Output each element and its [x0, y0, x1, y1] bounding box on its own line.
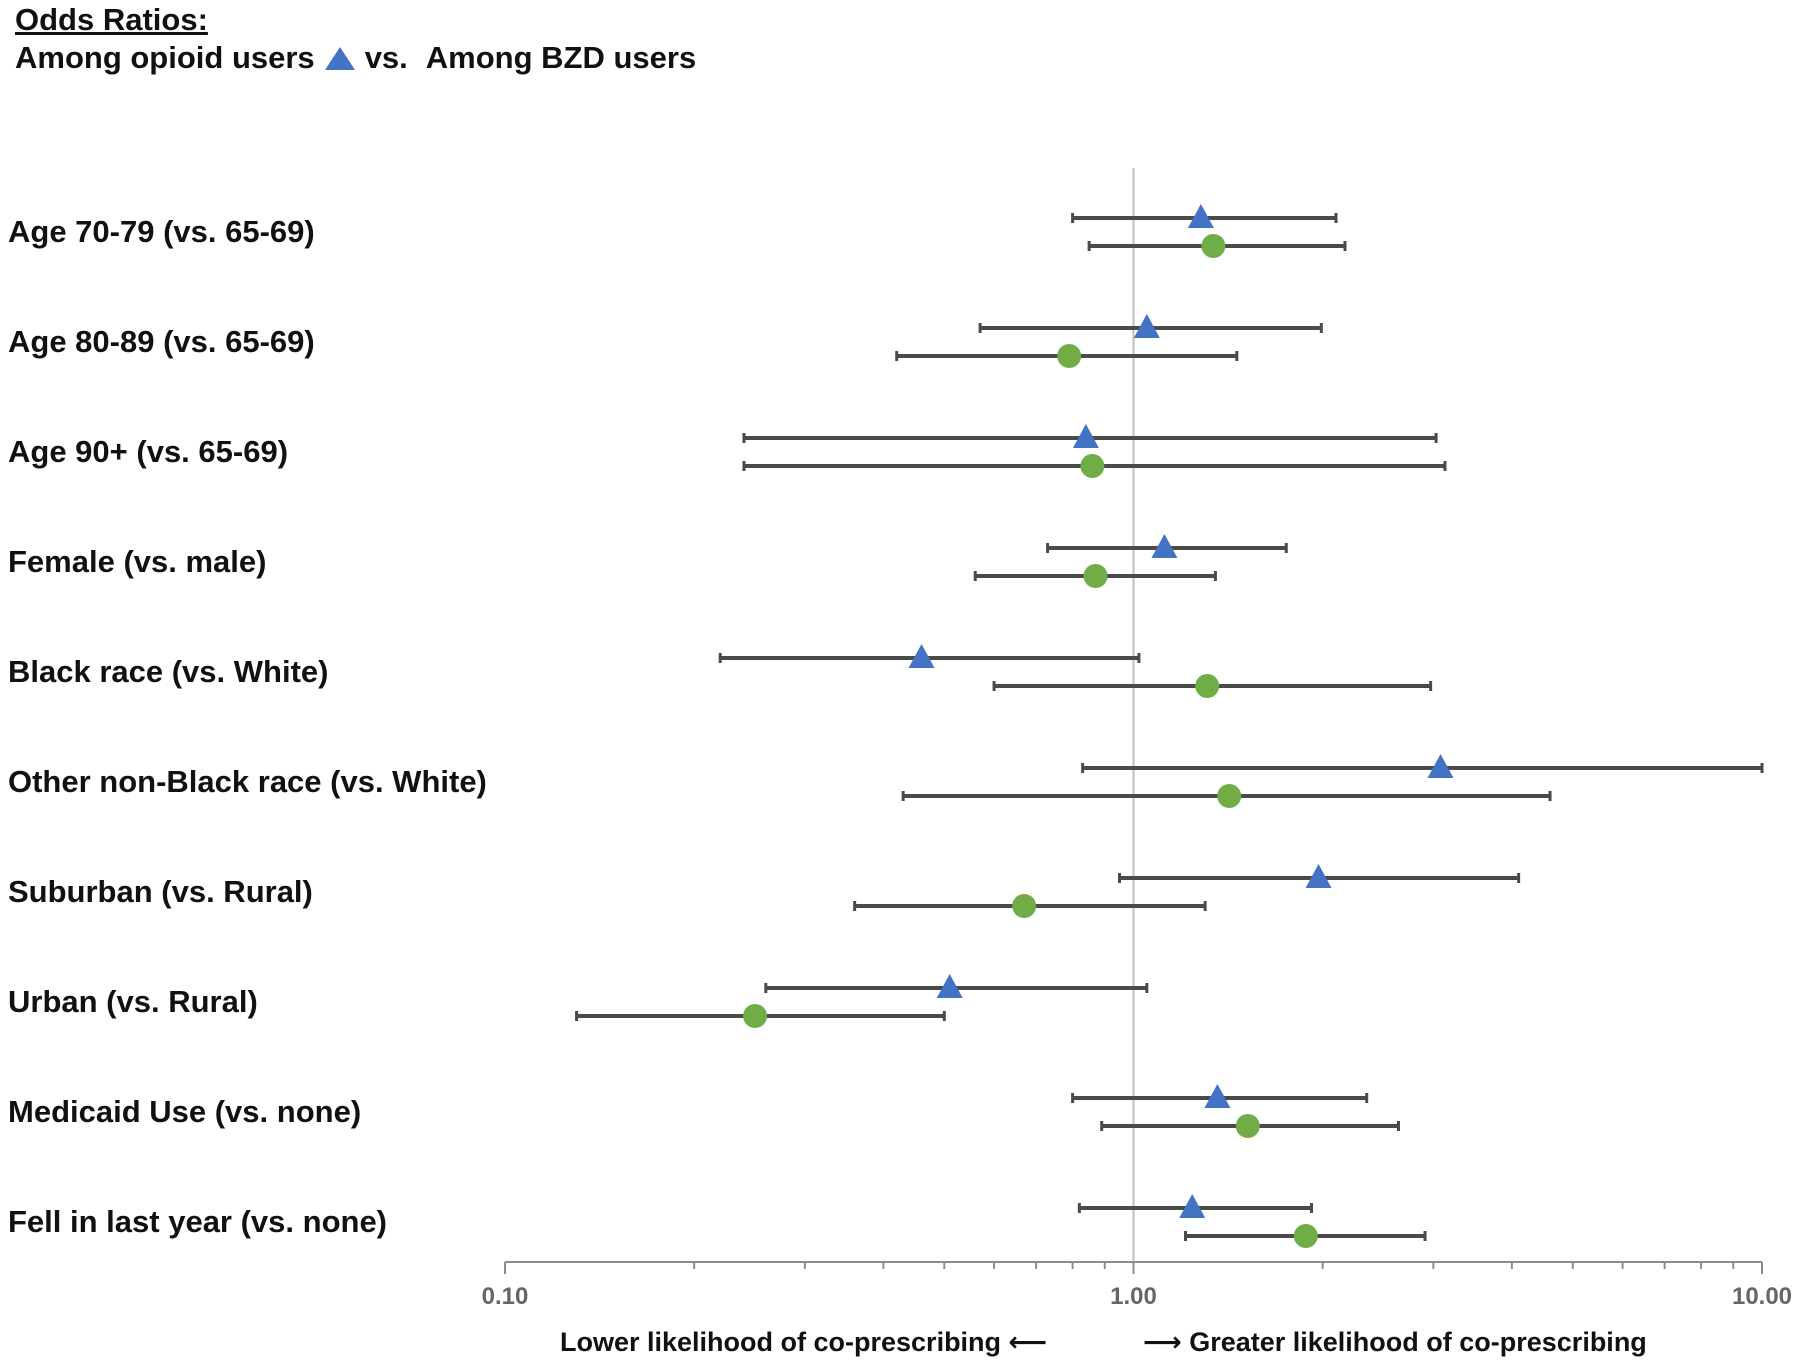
- opioid-triangle-point: [1204, 1084, 1231, 1108]
- row-label: Suburban (vs. Rural): [8, 874, 313, 909]
- legend-title: Odds Ratios:: [15, 2, 208, 37]
- row-label: Black race (vs. White): [8, 654, 329, 689]
- x-caption-lower: Lower likelihood of co-prescribing ⟵: [560, 1327, 1048, 1357]
- opioid-triangle-point: [1187, 204, 1214, 228]
- bzd-circle-point: [1293, 1224, 1318, 1248]
- bzd-circle-point: [1057, 344, 1082, 368]
- row-label: Age 70-79 (vs. 65-69): [8, 214, 315, 249]
- opioid-triangle-point: [1151, 534, 1178, 558]
- bzd-circle-point: [1235, 1114, 1260, 1138]
- opioid-triangle-point: [1072, 424, 1099, 448]
- row-label: Fell in last year (vs. none): [8, 1204, 388, 1239]
- legend-vs-label: vs.: [364, 40, 408, 75]
- x-tick-label: 10.00: [1732, 1283, 1792, 1310]
- legend-series-bzd-label: Among BZD users: [425, 40, 697, 75]
- legend-triangle-icon: [324, 47, 355, 70]
- opioid-triangle-point: [1305, 864, 1332, 888]
- row-label: Female (vs. male): [8, 544, 267, 579]
- row-label: Medicaid Use (vs. none): [8, 1094, 362, 1129]
- bzd-circle-point: [1217, 784, 1242, 808]
- bzd-circle-point: [1083, 564, 1108, 588]
- row-label: Other non-Black race (vs. White): [8, 764, 487, 799]
- bzd-circle-point: [1195, 674, 1220, 698]
- opioid-triangle-point: [1179, 1194, 1206, 1218]
- opioid-triangle-point: [1427, 754, 1454, 778]
- opioid-triangle-point: [908, 644, 935, 668]
- row-label: Urban (vs. Rural): [8, 984, 258, 1019]
- row-label: Age 90+ (vs. 65-69): [8, 434, 289, 469]
- legend: Among opioid users vs. Among BZD users: [15, 40, 696, 76]
- legend-series-opioid-label: Among opioid users: [15, 40, 315, 75]
- bzd-circle-point: [1012, 894, 1037, 918]
- bzd-circle-point: [743, 1004, 768, 1028]
- x-caption-greater: ⟶ Greater likelihood of co-prescribing: [1143, 1327, 1647, 1357]
- x-tick-label: 1.00: [1110, 1283, 1157, 1310]
- row-label: Age 80-89 (vs. 65-69): [8, 324, 315, 359]
- opioid-triangle-point: [936, 974, 963, 998]
- opioid-triangle-point: [1133, 314, 1160, 338]
- x-tick-label: 0.10: [482, 1283, 529, 1310]
- bzd-circle-point: [1080, 454, 1105, 478]
- bzd-circle-point: [1201, 234, 1226, 258]
